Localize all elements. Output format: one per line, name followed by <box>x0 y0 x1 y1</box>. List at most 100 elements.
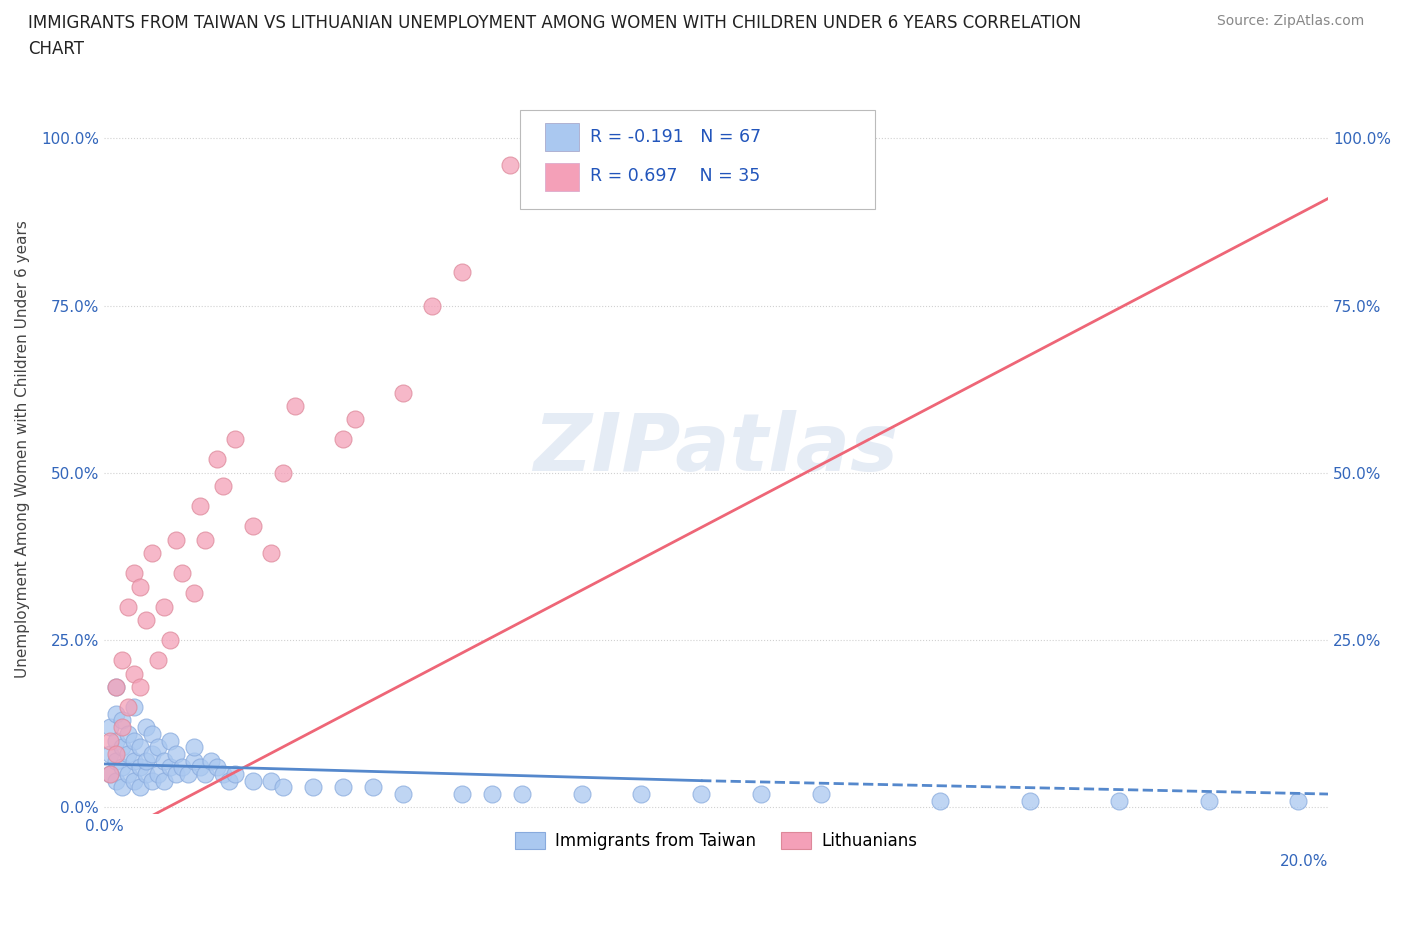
Point <box>194 532 217 547</box>
Point <box>111 653 134 668</box>
Point <box>690 787 713 802</box>
Text: R = -0.191   N = 67: R = -0.191 N = 67 <box>591 127 761 145</box>
Point <box>170 565 193 580</box>
Point <box>122 753 145 768</box>
Point <box>499 157 522 172</box>
Point <box>224 766 246 781</box>
Point <box>332 432 354 446</box>
Point <box>422 299 444 313</box>
Text: IMMIGRANTS FROM TAIWAN VS LITHUANIAN UNEMPLOYMENT AMONG WOMEN WITH CHILDREN UNDE: IMMIGRANTS FROM TAIWAN VS LITHUANIAN UNE… <box>28 14 1081 59</box>
Point <box>117 766 139 781</box>
Point <box>98 720 121 735</box>
Point <box>98 733 121 748</box>
Point <box>117 726 139 741</box>
Point <box>451 265 474 280</box>
Point <box>159 632 181 647</box>
Point <box>135 613 157 628</box>
Point <box>200 753 222 768</box>
Point <box>128 760 150 775</box>
Point <box>104 733 127 748</box>
Point <box>271 780 294 795</box>
Point <box>141 726 163 741</box>
Point <box>810 787 832 802</box>
Point <box>117 747 139 762</box>
Point <box>260 773 283 788</box>
Point <box>128 579 150 594</box>
Point <box>159 733 181 748</box>
Point <box>165 766 187 781</box>
Point <box>135 753 157 768</box>
Point <box>122 565 145 580</box>
Point <box>170 760 193 775</box>
Point <box>165 747 187 762</box>
Point <box>212 479 235 494</box>
Point <box>141 546 163 561</box>
Point <box>128 680 150 695</box>
Point <box>481 787 503 802</box>
Point <box>122 773 145 788</box>
Point <box>361 780 384 795</box>
Point <box>98 766 121 781</box>
Point <box>391 787 413 802</box>
Point <box>183 586 205 601</box>
Point <box>146 653 169 668</box>
Point <box>104 680 127 695</box>
Legend: Immigrants from Taiwan, Lithuanians: Immigrants from Taiwan, Lithuanians <box>509 825 924 857</box>
Point <box>1018 793 1040 808</box>
Point <box>165 532 187 547</box>
FancyBboxPatch shape <box>544 124 579 151</box>
Point <box>510 787 533 802</box>
Point <box>188 760 211 775</box>
Text: 20.0%: 20.0% <box>1279 855 1329 870</box>
Point <box>122 699 145 714</box>
Point <box>104 706 127 721</box>
Point <box>302 780 325 795</box>
Point <box>128 739 150 754</box>
Point <box>152 599 174 614</box>
Point <box>146 766 169 781</box>
Point <box>152 773 174 788</box>
Point <box>122 666 145 681</box>
Text: ZIPatlas: ZIPatlas <box>533 410 898 488</box>
Point <box>207 452 229 467</box>
Point <box>104 680 127 695</box>
Point <box>141 747 163 762</box>
Point <box>1108 793 1130 808</box>
Point <box>104 747 127 762</box>
Point <box>929 793 952 808</box>
Point <box>224 432 246 446</box>
Point <box>260 546 283 561</box>
Point <box>122 733 145 748</box>
Point <box>1198 793 1220 808</box>
Point <box>146 739 169 754</box>
Point <box>117 699 139 714</box>
Point <box>1286 793 1309 808</box>
Text: Source: ZipAtlas.com: Source: ZipAtlas.com <box>1216 14 1364 28</box>
Point <box>749 787 772 802</box>
Point <box>207 760 229 775</box>
Point <box>194 766 217 781</box>
Point <box>343 412 366 427</box>
Point <box>188 498 211 513</box>
FancyBboxPatch shape <box>520 111 875 208</box>
Point <box>242 773 264 788</box>
Point <box>111 713 134 728</box>
Point <box>271 465 294 480</box>
Point <box>183 739 205 754</box>
Point <box>242 519 264 534</box>
Point <box>152 753 174 768</box>
Point <box>111 760 134 775</box>
Point <box>571 787 593 802</box>
Point <box>159 760 181 775</box>
Point <box>630 787 652 802</box>
Point <box>111 780 134 795</box>
Point <box>183 753 205 768</box>
Point <box>117 599 139 614</box>
Point <box>284 398 307 413</box>
FancyBboxPatch shape <box>544 163 579 191</box>
Point <box>332 780 354 795</box>
Point <box>218 773 240 788</box>
Point <box>128 780 150 795</box>
Point <box>176 766 198 781</box>
Point <box>212 766 235 781</box>
